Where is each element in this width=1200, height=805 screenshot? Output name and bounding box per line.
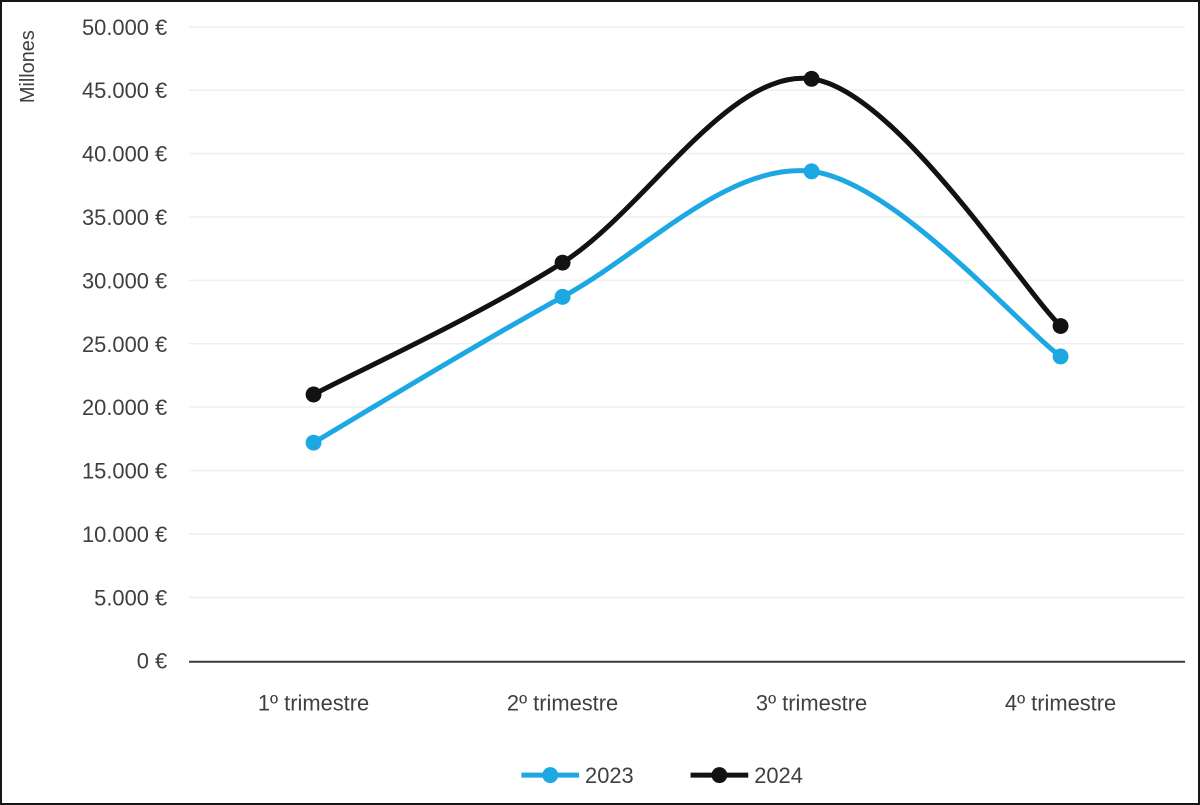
y-tick-label: 10.000 € (82, 522, 167, 547)
x-category-label: 4º trimestre (1005, 690, 1116, 715)
series-line-2024 (311, 75, 1064, 397)
series-line-2023 (311, 168, 1064, 446)
legend-marker-2024 (711, 767, 728, 784)
x-category-label: 2º trimestre (507, 690, 618, 715)
y-tick-label: 30.000 € (82, 268, 167, 293)
data-point-2024 (554, 254, 571, 271)
data-point-2024 (305, 386, 322, 403)
x-category-label: 1º trimestre (258, 690, 369, 715)
data-point-2024 (1052, 318, 1069, 335)
legend-label-2023: 2023 (585, 763, 634, 788)
y-tick-label: 0 € (137, 649, 167, 674)
legend-label-2024: 2024 (754, 763, 803, 788)
y-tick-label: 35.000 € (82, 205, 167, 230)
data-point-2023 (803, 163, 820, 180)
x-category-label: 3º trimestre (756, 690, 867, 715)
legend-marker-2023 (542, 767, 559, 784)
data-point-2023 (554, 288, 571, 305)
y-tick-label: 50.000 € (82, 15, 167, 40)
y-tick-label: 15.000 € (82, 459, 167, 484)
y-tick-label: 25.000 € (82, 332, 167, 357)
data-point-2023 (305, 434, 322, 451)
y-axis-title: Millones (17, 30, 39, 103)
y-tick-label: 45.000 € (82, 78, 167, 103)
y-tick-label: 40.000 € (82, 142, 167, 167)
data-point-2024 (803, 70, 820, 87)
data-point-2023 (1052, 348, 1069, 365)
y-tick-label: 5.000 € (94, 585, 167, 610)
y-tick-label: 20.000 € (82, 395, 167, 420)
